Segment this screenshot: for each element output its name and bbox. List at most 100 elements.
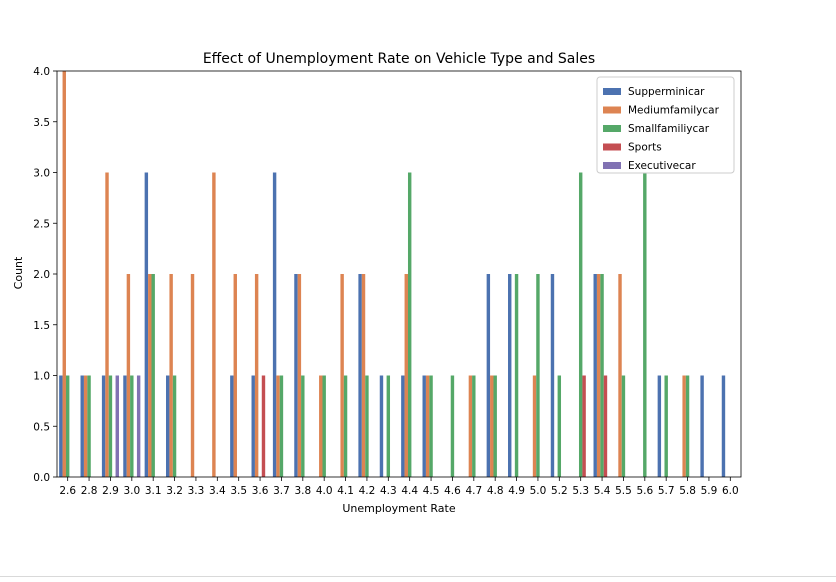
bar-mediumfamilycar-2.8	[83, 375, 88, 477]
legend-swatch-supperminicar	[603, 88, 621, 95]
bar-smallfamiliycar-4.9	[514, 274, 519, 477]
legend-swatch-mediumfamilycar	[603, 106, 621, 114]
bar-smallfamiliycar-5.2	[557, 375, 562, 477]
legend-label-smallfamiliycar: Smallfamiliycar	[628, 123, 710, 135]
bar-supperminicar-2.8	[80, 375, 84, 477]
x-tick-label: 5.8	[679, 485, 696, 497]
bar-smallfamiliycar-3.7	[279, 375, 284, 477]
x-tick-label: 3.2	[166, 485, 183, 497]
legend-swatch-smallfamiliycar	[603, 125, 621, 132]
bar-mediumfamilycar-4.4	[404, 274, 408, 477]
x-tick-label: 4.6	[444, 485, 461, 497]
bars-group	[59, 71, 726, 477]
x-tick-label: 5.0	[530, 485, 547, 497]
x-tick-label: 3.3	[188, 485, 205, 497]
x-tick-label: 3.7	[273, 485, 290, 497]
x-tick-label: 5.5	[615, 485, 632, 497]
bar-executivecar-3.0	[136, 375, 141, 477]
bar-mediumfamilycar-4.0	[319, 375, 323, 477]
x-tick-label: 5.4	[594, 485, 611, 497]
bar-smallfamiliycar-2.8	[87, 375, 91, 477]
bar-mediumfamilycar-5.8	[682, 375, 686, 477]
bar-supperminicar-4.2	[358, 274, 362, 477]
bar-supperminicar-3.7	[272, 172, 277, 477]
bar-supperminicar-4.5	[422, 375, 426, 477]
bar-smallfamiliycar-2.9	[108, 375, 113, 477]
bar-sports-5.3	[582, 375, 586, 477]
x-tick-label: 4.0	[316, 485, 333, 497]
y-tick-label: 1.5	[33, 320, 50, 332]
bar-smallfamiliycar-4.6	[450, 375, 455, 477]
x-tick-label: 4.3	[380, 485, 397, 497]
bar-mediumfamilycar-4.8	[490, 375, 494, 477]
x-tick-label: 6.0	[722, 485, 739, 497]
bar-smallfamiliycar-4.7	[472, 375, 476, 477]
bar-smallfamiliycar-4.1	[343, 375, 348, 477]
bar-smallfamiliycar-5.0	[536, 274, 540, 477]
x-tick-label: 4.1	[337, 485, 354, 497]
legend-label-mediumfamilycar: Mediumfamilycar	[628, 105, 720, 117]
bar-supperminicar-5.7	[657, 375, 662, 477]
bar-mediumfamilycar-3.0	[126, 274, 131, 477]
bar-mediumfamilycar-3.3	[190, 274, 195, 477]
x-tick-label: 5.7	[658, 485, 675, 497]
bar-smallfamiliycar-4.0	[322, 375, 326, 477]
legend-label-supperminicar: Supperminicar	[628, 86, 705, 98]
bar-smallfamiliycar-5.7	[664, 375, 668, 477]
bottom-divider	[0, 576, 836, 577]
bar-supperminicar-5.9	[700, 375, 704, 477]
bar-supperminicar-3.2	[166, 375, 170, 477]
bar-supperminicar-2.6	[59, 375, 63, 477]
x-tick-label: 4.9	[508, 485, 525, 497]
x-tick-label: 4.7	[465, 485, 482, 497]
bar-mediumfamilycar-5.4	[596, 274, 601, 477]
chart-title: Effect of Unemployment Rate on Vehicle T…	[203, 51, 595, 67]
x-tick-label: 3.8	[294, 485, 311, 497]
y-tick-label: 2.0	[33, 269, 50, 281]
bar-supperminicar-4.3	[379, 375, 384, 477]
x-tick-label: 4.2	[359, 485, 376, 497]
bar-smallfamiliycar-4.2	[365, 375, 369, 477]
legend-swatch-sports	[603, 143, 621, 151]
bar-mediumfamilycar-5.5	[618, 274, 622, 477]
bar-smallfamiliycar-4.8	[493, 375, 497, 477]
bar-mediumfamilycar-5.0	[532, 375, 537, 477]
x-tick-label: 3.1	[145, 485, 162, 497]
bar-supperminicar-3.6	[251, 375, 255, 477]
bar-supperminicar-4.9	[508, 274, 512, 477]
bar-smallfamiliycar-5.6	[643, 172, 647, 477]
x-tick-label: 4.8	[487, 485, 504, 497]
y-tick-label: 3.5	[33, 117, 50, 129]
y-tick-label: 2.5	[33, 218, 50, 230]
bar-executivecar-2.9	[115, 375, 119, 477]
bar-mediumfamilycar-4.7	[468, 375, 473, 477]
bar-supperminicar-5.2	[550, 274, 555, 477]
x-tick-label: 2.8	[81, 485, 98, 497]
bar-mediumfamilycar-2.9	[105, 172, 109, 477]
bar-smallfamiliycar-3.0	[130, 375, 134, 477]
axes-group: 0.0 0.5 1.0 1.5 2.0 2.5 3.0 3.5 4.0 2.6 2.8 2.9 3.0 3…	[33, 66, 742, 497]
bar-mediumfamilycar-3.1	[148, 274, 152, 477]
y-axis-label: Count	[12, 256, 25, 289]
bar-smallfamiliycar-5.3	[578, 172, 583, 477]
x-tick-label: 5.3	[572, 485, 589, 497]
y-tick-label: 0.0	[33, 472, 50, 484]
bar-mediumfamilycar-4.5	[425, 375, 430, 477]
bar-mediumfamilycar-3.6	[254, 274, 259, 477]
legend-frame	[596, 76, 735, 174]
x-tick-label: 5.2	[551, 485, 568, 497]
bar-sports-3.6	[261, 375, 266, 477]
bar-mediumfamilycar-4.1	[340, 274, 344, 477]
bar-smallfamiliycar-4.3	[386, 375, 391, 477]
bar-supperminicar-5.4	[593, 274, 597, 477]
bar-mediumfamilycar-4.2	[361, 274, 366, 477]
bar-supperminicar-6.0	[721, 375, 726, 477]
y-tick-label: 4.0	[33, 66, 50, 78]
x-tick-label: 3.6	[252, 485, 269, 497]
x-tick-label: 4.4	[401, 485, 418, 497]
x-tick-label: 4.5	[423, 485, 440, 497]
y-tick-label: 3.0	[33, 168, 50, 180]
bar-supperminicar-3.0	[123, 375, 127, 477]
legend: Supperminicar Mediumfamilycar Smallfamiliy…	[596, 76, 735, 174]
bar-smallfamiliycar-5.5	[621, 375, 626, 477]
